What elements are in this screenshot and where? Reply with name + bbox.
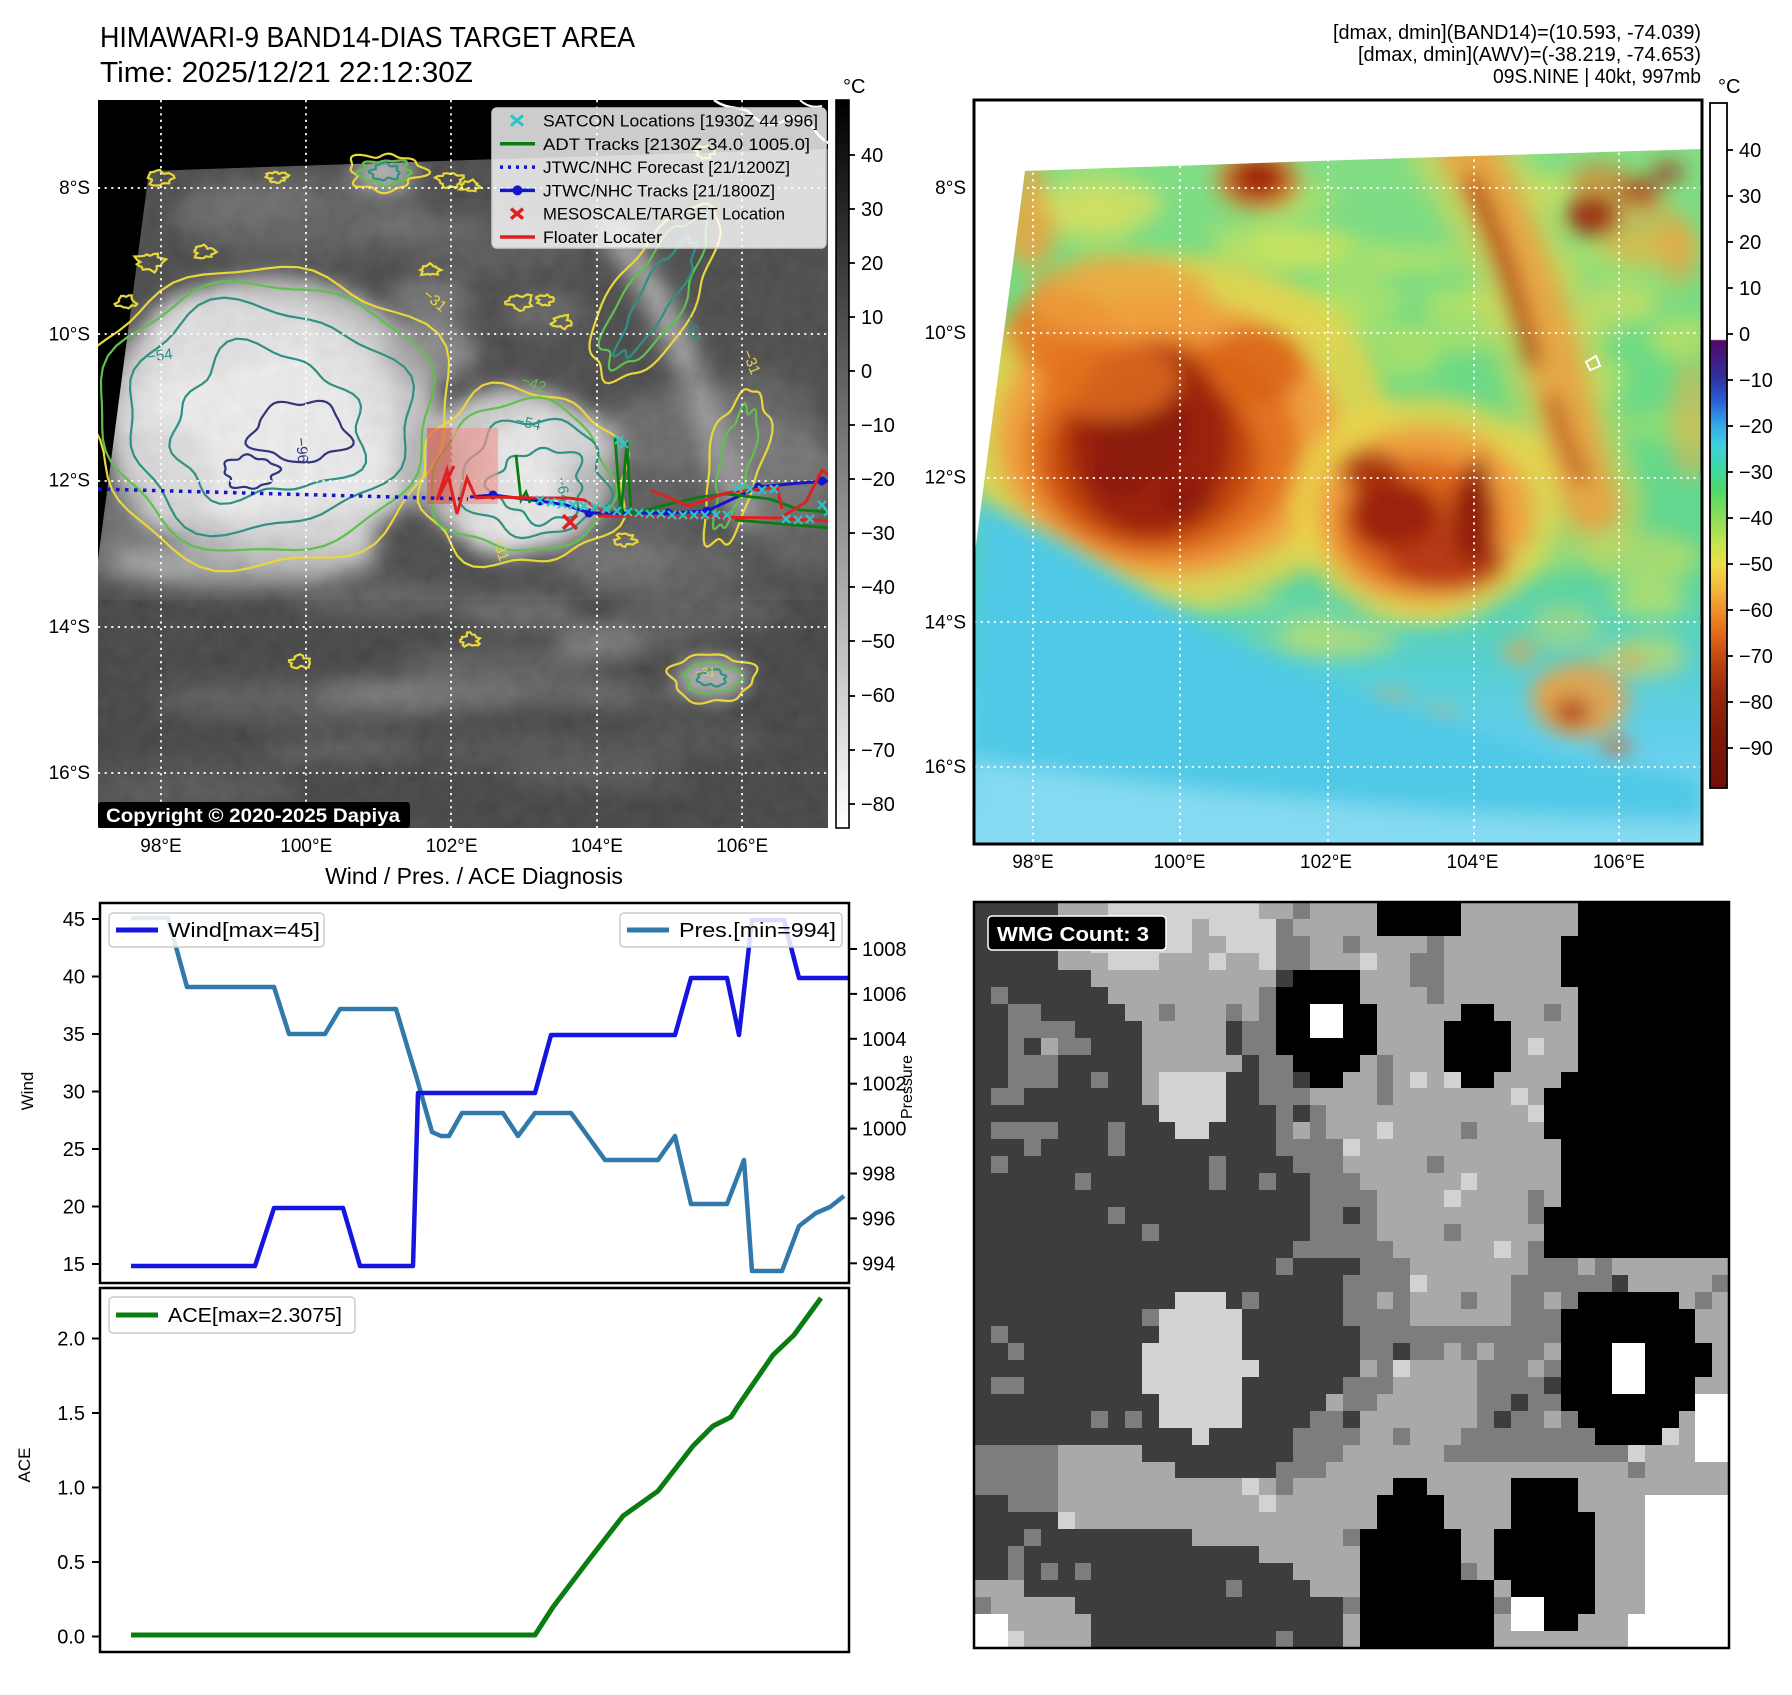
svg-text:−96: −96	[292, 437, 311, 464]
svg-text:Floater Locater: Floater Locater	[543, 229, 663, 247]
svg-text:−80: −80	[1739, 692, 1773, 714]
svg-text:Pressure: Pressure	[899, 1055, 916, 1119]
svg-text:0.0: 0.0	[57, 1627, 85, 1649]
svg-text:−54: −54	[146, 346, 174, 366]
svg-text:MESOSCALE/TARGET Location: MESOSCALE/TARGET Location	[543, 206, 785, 224]
svg-text:30: 30	[1739, 186, 1761, 208]
svg-text:98°E: 98°E	[140, 836, 181, 857]
svg-text:−60: −60	[861, 685, 895, 707]
svg-text:−40: −40	[861, 577, 895, 599]
svg-text:1.0: 1.0	[57, 1478, 85, 1500]
svg-text:−80: −80	[861, 794, 895, 816]
svg-text:10: 10	[861, 307, 883, 329]
svg-text:WMG Count: 3: WMG Count: 3	[997, 924, 1149, 946]
svg-text:°C: °C	[843, 76, 865, 98]
svg-text:09S.NINE | 40kt, 997mb: 09S.NINE | 40kt, 997mb	[1493, 66, 1701, 88]
svg-text:Copyright © 2020-2025 Dapiya: Copyright © 2020-2025 Dapiya	[106, 806, 400, 827]
svg-text:40: 40	[861, 145, 883, 167]
svg-text:−10: −10	[1739, 370, 1773, 392]
svg-text:−40: −40	[1739, 508, 1773, 530]
svg-text:102°E: 102°E	[1300, 852, 1352, 873]
svg-text:40: 40	[1739, 140, 1761, 162]
svg-text:2.0: 2.0	[57, 1329, 85, 1351]
svg-text:°C: °C	[1718, 76, 1740, 98]
svg-text:[dmax, dmin](AWV)=(-38.219, -7: [dmax, dmin](AWV)=(-38.219, -74.653)	[1358, 44, 1701, 66]
svg-text:0: 0	[1739, 324, 1750, 346]
svg-text:100°E: 100°E	[1154, 852, 1206, 873]
svg-text:1006: 1006	[862, 984, 907, 1006]
svg-text:SATCON Locations [1930Z 44 996: SATCON Locations [1930Z 44 996]	[543, 113, 818, 131]
svg-text:−20: −20	[1739, 416, 1773, 438]
svg-text:−50: −50	[861, 631, 895, 653]
svg-text:8°S: 8°S	[935, 178, 966, 199]
svg-text:14°S: 14°S	[49, 617, 90, 638]
svg-text:HIMAWARI-9 BAND14-DIAS TARGET: HIMAWARI-9 BAND14-DIAS TARGET AREA	[100, 22, 636, 54]
svg-text:1.5: 1.5	[57, 1403, 85, 1425]
svg-text:994: 994	[862, 1253, 895, 1275]
svg-text:ADT Tracks [2130Z 34.0 1005.0]: ADT Tracks [2130Z 34.0 1005.0]	[543, 136, 810, 154]
svg-text:16°S: 16°S	[925, 757, 966, 778]
svg-text:ACE[max=2.3075]: ACE[max=2.3075]	[168, 1305, 342, 1327]
svg-text:−50: −50	[1739, 554, 1773, 576]
svg-text:16°S: 16°S	[49, 763, 90, 784]
svg-text:Time: 2025/12/21 22:12:30Z: Time: 2025/12/21 22:12:30Z	[100, 57, 473, 89]
svg-text:JTWC/NHC Forecast [21/1200Z]: JTWC/NHC Forecast [21/1200Z]	[543, 159, 790, 177]
svg-text:20: 20	[861, 253, 883, 275]
svg-text:Wind[max=45]: Wind[max=45]	[168, 920, 320, 942]
svg-text:−54: −54	[681, 315, 704, 344]
svg-text:104°E: 104°E	[1447, 852, 1499, 873]
svg-text:10°S: 10°S	[925, 323, 966, 344]
svg-text:−31: −31	[695, 665, 716, 679]
svg-text:45: 45	[63, 909, 85, 931]
svg-text:[dmax, dmin](BAND14)=(10.593,: [dmax, dmin](BAND14)=(10.593, -74.039)	[1333, 22, 1701, 44]
svg-text:40: 40	[63, 967, 85, 989]
svg-text:106°E: 106°E	[1593, 852, 1645, 873]
svg-text:998: 998	[862, 1164, 895, 1186]
svg-text:−20: −20	[861, 469, 895, 491]
svg-text:10°S: 10°S	[49, 324, 90, 345]
svg-text:8°S: 8°S	[59, 178, 90, 199]
svg-text:1000: 1000	[862, 1119, 907, 1141]
svg-text:20: 20	[1739, 232, 1761, 254]
svg-text:102°E: 102°E	[426, 836, 478, 857]
svg-text:1004: 1004	[862, 1029, 907, 1051]
svg-text:−30: −30	[1739, 462, 1773, 484]
svg-text:10: 10	[1739, 278, 1761, 300]
svg-text:−60: −60	[1739, 600, 1773, 622]
svg-text:Wind: Wind	[18, 1072, 37, 1111]
svg-text:ACE: ACE	[15, 1448, 34, 1483]
svg-text:35: 35	[63, 1024, 85, 1046]
svg-text:Wind / Pres. / ACE Diagnosis: Wind / Pres. / ACE Diagnosis	[325, 863, 623, 889]
svg-text:15: 15	[63, 1254, 85, 1276]
svg-text:−70: −70	[861, 740, 895, 762]
svg-text:12°S: 12°S	[49, 471, 90, 492]
svg-text:Pres.[min=994]: Pres.[min=994]	[679, 920, 836, 942]
svg-text:14°S: 14°S	[925, 612, 966, 633]
svg-text:12°S: 12°S	[925, 468, 966, 489]
svg-text:0.5: 0.5	[57, 1552, 85, 1574]
svg-text:−90: −90	[1739, 738, 1773, 760]
svg-text:−54: −54	[514, 412, 542, 434]
svg-text:1002: 1002	[862, 1074, 907, 1096]
svg-text:JTWC/NHC Tracks [21/1800Z]: JTWC/NHC Tracks [21/1800Z]	[543, 182, 775, 200]
svg-text:0: 0	[861, 361, 872, 383]
svg-text:98°E: 98°E	[1012, 852, 1053, 873]
svg-text:996: 996	[862, 1208, 895, 1230]
svg-text:100°E: 100°E	[280, 836, 332, 857]
svg-text:−10: −10	[861, 415, 895, 437]
svg-text:30: 30	[861, 199, 883, 221]
svg-text:1008: 1008	[862, 939, 907, 961]
svg-text:−30: −30	[861, 523, 895, 545]
svg-text:20: 20	[63, 1197, 85, 1219]
svg-text:25: 25	[63, 1139, 85, 1161]
svg-text:30: 30	[63, 1082, 85, 1104]
svg-text:−70: −70	[1739, 646, 1773, 668]
svg-text:106°E: 106°E	[716, 836, 768, 857]
svg-text:104°E: 104°E	[571, 836, 623, 857]
